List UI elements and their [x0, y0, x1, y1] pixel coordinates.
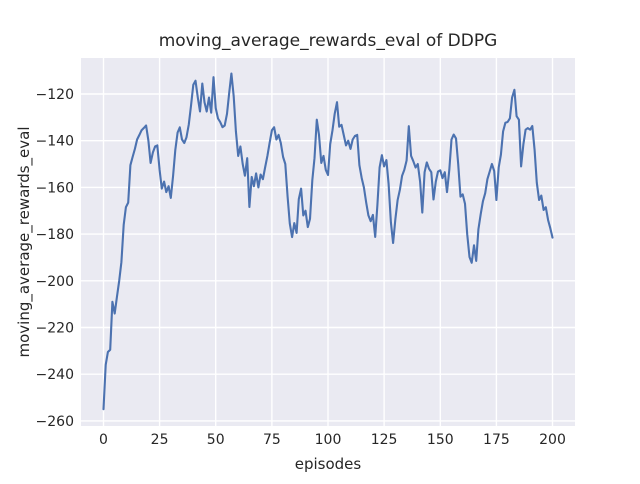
- grid-lines: [81, 58, 575, 426]
- x-tick-labels: 0 25 50 75 100 125 150 175 200: [99, 432, 566, 448]
- y-tick-label: −120: [36, 87, 74, 103]
- y-tick-label: −160: [36, 180, 74, 196]
- chart-title: moving_average_rewards_eval of DDPG: [159, 31, 498, 51]
- x-tick-label: 75: [263, 432, 281, 448]
- y-axis-label: moving_average_rewards_eval: [15, 127, 34, 358]
- x-axis-label: episodes: [295, 455, 362, 473]
- x-tick-label: 175: [483, 432, 510, 448]
- x-tick-label: 50: [207, 432, 225, 448]
- y-tick-labels: −120 −140 −160 −180 −200 −220 −240 −260: [36, 87, 74, 430]
- x-tick-label: 0: [99, 432, 108, 448]
- x-tick-label: 200: [539, 432, 566, 448]
- y-tick-label: −220: [36, 321, 74, 337]
- x-tick-label: 100: [315, 432, 342, 448]
- x-tick-label: 125: [371, 432, 398, 448]
- y-tick-label: −260: [36, 414, 74, 430]
- y-tick-label: −200: [36, 274, 74, 290]
- y-tick-label: −240: [36, 367, 74, 383]
- y-tick-label: −180: [36, 227, 74, 243]
- y-tick-label: −140: [36, 134, 74, 150]
- series-line: [102, 72, 554, 411]
- x-tick-label: 150: [427, 432, 454, 448]
- x-tick-label: 25: [151, 432, 169, 448]
